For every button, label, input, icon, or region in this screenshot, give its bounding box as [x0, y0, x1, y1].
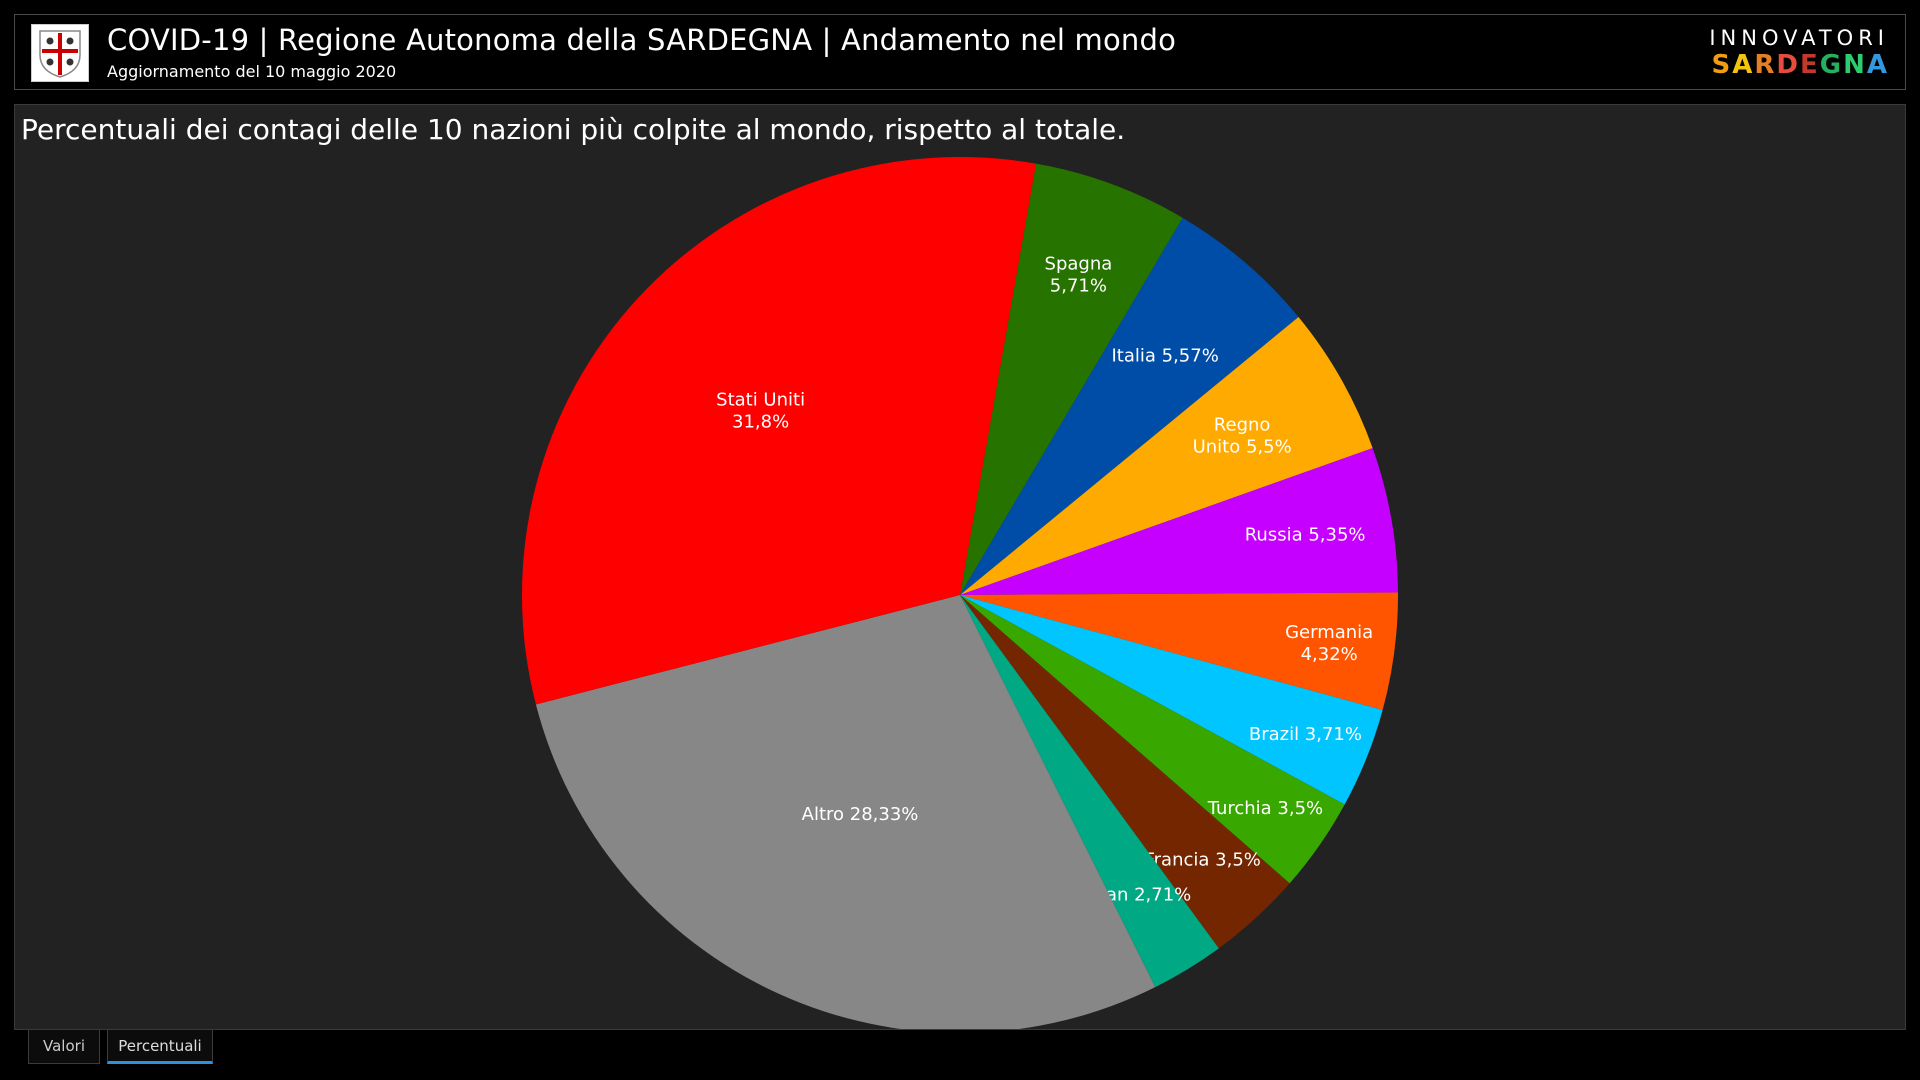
brand-letter: S: [1711, 50, 1733, 80]
pie-chart: Spagna 5,71% Italia 5,57% Regno Unito 5,5% Ru…: [522, 156, 1399, 1029]
brand-letter: A: [1732, 50, 1755, 80]
chart-title: Percentuali dei contagi delle 10 nazioni…: [21, 113, 1126, 146]
pie-slice-francia[interactable]: [960, 595, 1290, 949]
slice-label: Italia 5,57%: [1111, 345, 1218, 366]
tab-valori[interactable]: Valori: [28, 1030, 100, 1064]
slice-label: Stati Uniti 31,8%: [716, 390, 805, 433]
brand-letter: D: [1776, 50, 1800, 80]
region-emblem-icon: [31, 24, 89, 82]
slice-label: Altro 28,33%: [802, 804, 919, 825]
slice-label: Turchia 3,5%: [1207, 798, 1323, 819]
tab-percentuali[interactable]: Percentuali: [107, 1030, 213, 1064]
pie-slice-iran[interactable]: [960, 595, 1219, 988]
pie-slice-russia[interactable]: [960, 448, 1398, 595]
chart-panel: Percentuali dei contagi delle 10 nazioni…: [14, 104, 1906, 1030]
brand-letter: A: [1866, 50, 1889, 80]
pie-slice-brazil[interactable]: [960, 595, 1383, 805]
pie-slice-germania[interactable]: [960, 592, 1399, 710]
brand-top-text: INNOVATORI: [1709, 26, 1889, 50]
brand-bottom-text: SARDEGNA: [1709, 51, 1889, 79]
brand-letter: E: [1800, 50, 1820, 80]
update-date: Aggiornamento del 10 maggio 2020: [107, 62, 397, 81]
brand-logo: INNOVATORI SARDEGNA: [1709, 25, 1889, 79]
slice-label: Iran 2,71%: [1093, 884, 1191, 905]
pie-slice-stati-uniti[interactable]: [522, 156, 1037, 705]
slice-label: Brazil 3,71%: [1249, 724, 1362, 745]
pie-slice-altro[interactable]: [535, 595, 1156, 1029]
header-bar: COVID-19 | Regione Autonoma della SARDEG…: [14, 14, 1906, 90]
app-title: COVID-19 | Regione Autonoma della SARDEG…: [107, 23, 1177, 57]
slice-label: Spagna 5,71%: [1045, 254, 1113, 297]
pie-slice-turchia[interactable]: [960, 595, 1345, 884]
slice-label: Germania 4,32%: [1285, 622, 1373, 665]
pie-slice-italia[interactable]: [960, 217, 1299, 595]
pie-slice-spagna[interactable]: [960, 163, 1183, 595]
brand-letter: R: [1754, 50, 1777, 80]
slice-label: Regno Unito 5,5%: [1193, 414, 1292, 457]
slice-label: Francia 3,5%: [1145, 850, 1261, 871]
brand-letter: G: [1819, 50, 1844, 80]
pie-slice-regno-unito[interactable]: [960, 317, 1373, 595]
slice-label: Russia 5,35%: [1245, 524, 1366, 545]
brand-letter: N: [1843, 50, 1867, 80]
